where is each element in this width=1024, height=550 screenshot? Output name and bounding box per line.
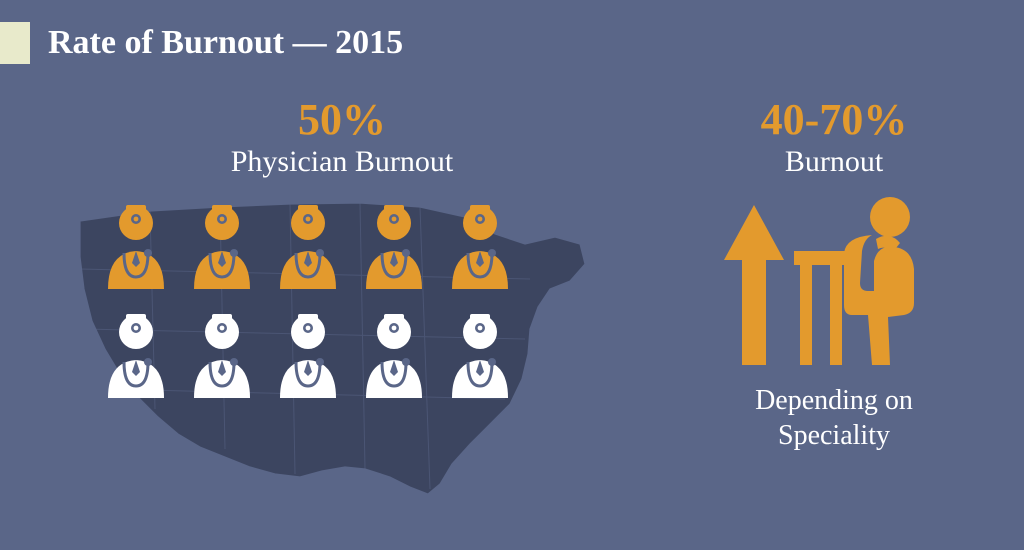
- doctor-icon-wrap: [102, 203, 170, 294]
- doctor-row-1: [102, 203, 514, 294]
- caption-line-1: Depending on: [684, 383, 984, 418]
- doctor-icon: [360, 203, 428, 289]
- left-label: Physician Burnout: [60, 145, 624, 179]
- doctor-icon: [360, 312, 428, 398]
- up-arrow-icon: [724, 205, 784, 365]
- title-accent-block: [0, 22, 30, 64]
- doctor-icon-wrap: [274, 312, 342, 403]
- doctor-icon: [102, 203, 170, 289]
- doctor-icon-wrap: [360, 312, 428, 403]
- caption-line-2: Speciality: [684, 418, 984, 453]
- right-column: 40-70% Burnout Depending on Speciality: [684, 94, 984, 499]
- doctor-icon: [446, 203, 514, 289]
- map-wrap: [60, 189, 600, 499]
- doctor-row-2: [102, 312, 514, 403]
- right-icon-group: [684, 195, 984, 365]
- right-label: Burnout: [684, 145, 984, 179]
- left-column: 50% Physician Burnout: [60, 94, 624, 499]
- doctor-icon-wrap: [102, 312, 170, 403]
- doctor-icon-wrap: [446, 203, 514, 294]
- doctor-icon-wrap: [188, 312, 256, 403]
- content-area: 50% Physician Burnout: [0, 64, 1024, 499]
- doctor-icon: [274, 203, 342, 289]
- page-title: Rate of Burnout — 2015: [48, 24, 403, 62]
- left-percent: 50%: [60, 94, 624, 145]
- doctor-icon: [274, 312, 342, 398]
- right-percent: 40-70%: [684, 94, 984, 145]
- doctor-icon-wrap: [188, 203, 256, 294]
- doctor-icon-wrap: [274, 203, 342, 294]
- doctor-icon: [446, 312, 514, 398]
- doctor-icon-grid: [102, 203, 514, 403]
- doctor-icon: [188, 203, 256, 289]
- title-bar: Rate of Burnout — 2015: [0, 0, 1024, 64]
- right-caption: Depending on Speciality: [684, 383, 984, 453]
- doctor-icon-wrap: [360, 203, 428, 294]
- thinking-person-icon: [794, 195, 944, 365]
- doctor-icon-wrap: [446, 312, 514, 403]
- doctor-icon: [188, 312, 256, 398]
- doctor-icon: [102, 312, 170, 398]
